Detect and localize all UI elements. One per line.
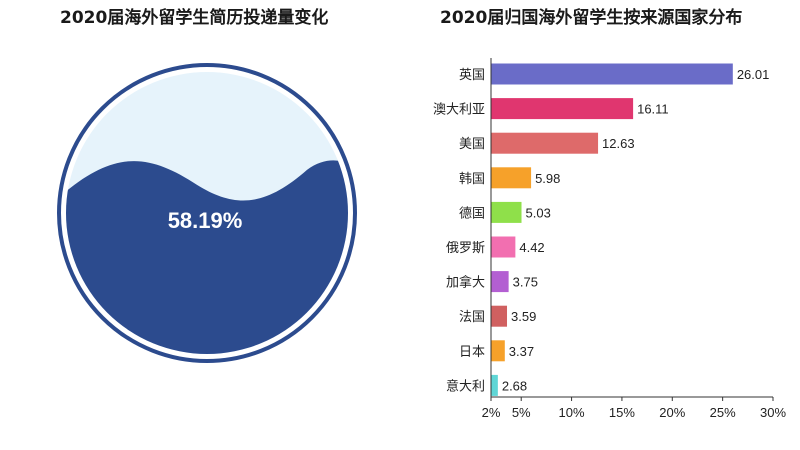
bar-value-label: 5.98 xyxy=(535,171,560,186)
gauge-chart-title: 2020届海外留学生简历投递量变化 xyxy=(60,8,329,28)
bar-4 xyxy=(491,201,522,223)
x-tick-label: 15% xyxy=(609,405,635,420)
category-label: 英国 xyxy=(459,68,485,83)
bar-5 xyxy=(491,236,516,258)
bar-value-label: 3.37 xyxy=(509,344,534,359)
bar-value-label: 4.42 xyxy=(519,240,544,255)
x-tick-label: 25% xyxy=(710,405,736,420)
gauge-fill-wave xyxy=(66,160,348,354)
x-tick-label: 20% xyxy=(659,405,685,420)
category-label: 韩国 xyxy=(459,172,485,187)
bar-value-label: 3.75 xyxy=(513,275,538,290)
category-label: 美国 xyxy=(459,137,485,152)
bar-7 xyxy=(491,305,508,327)
category-label: 意大利 xyxy=(446,378,485,394)
gauge-chart: 58.19% xyxy=(57,63,357,363)
category-label: 俄罗斯 xyxy=(446,241,485,256)
gauge-value-label: 58.19% xyxy=(168,208,243,233)
bar-6 xyxy=(491,271,509,293)
x-tick-label: 30% xyxy=(760,405,786,420)
bar-value-label: 5.03 xyxy=(526,205,551,220)
category-label: 澳大利亚 xyxy=(433,102,485,118)
bar-2 xyxy=(491,132,599,154)
bar-1 xyxy=(491,98,634,120)
category-label: 加拿大 xyxy=(446,275,485,291)
bar-0 xyxy=(491,63,733,85)
x-tick-label: 5% xyxy=(512,405,531,420)
bar-9 xyxy=(491,374,498,396)
category-label: 德国 xyxy=(459,206,485,221)
bar-8 xyxy=(491,340,505,362)
x-tick-label: 2% xyxy=(482,405,501,420)
category-label: 日本 xyxy=(459,345,485,360)
bar-value-label: 2.68 xyxy=(502,378,527,393)
bar-value-label: 12.63 xyxy=(602,136,635,151)
bar-value-label: 3.59 xyxy=(511,309,536,324)
bar-value-label: 26.01 xyxy=(737,67,770,82)
x-tick-label: 10% xyxy=(559,405,585,420)
category-label: 法国 xyxy=(459,310,485,325)
bar-value-label: 16.11 xyxy=(637,102,669,117)
bar-3 xyxy=(491,167,532,189)
bar-chart-title: 2020届归国海外留学生按来源国家分布 xyxy=(440,8,743,28)
